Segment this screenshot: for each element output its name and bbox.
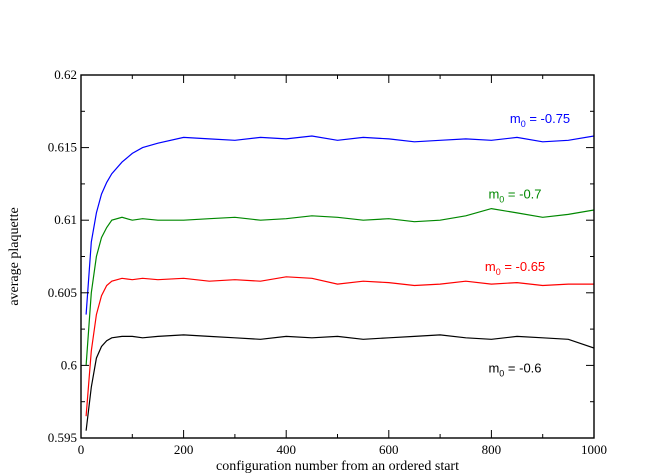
series-label-2: m0 = -0.65 bbox=[485, 259, 545, 277]
y-tick-label-4: 0.615 bbox=[48, 140, 77, 155]
series-line-0 bbox=[85, 135, 594, 315]
series-line-1 bbox=[85, 207, 594, 366]
x-tick-label-5: 1000 bbox=[581, 442, 607, 457]
x-tick-label-3: 600 bbox=[379, 442, 399, 457]
x-tick-label-4: 800 bbox=[482, 442, 502, 457]
x-tick-label-0: 0 bbox=[78, 442, 85, 457]
series-line-3 bbox=[85, 334, 594, 431]
x-axis-title: configuration number from an ordered sta… bbox=[216, 459, 459, 474]
axes-layer: 0 200 400 600 800 1000 0.595 0.6 0.605 0.61 0.615 0… bbox=[48, 67, 607, 457]
x-tick-label-2: 400 bbox=[276, 442, 296, 457]
series-label-0: m0 = -0.75 bbox=[510, 111, 570, 129]
series-label-3: m0 = -0.6 bbox=[488, 361, 541, 379]
x-tick-label-1: 200 bbox=[174, 442, 194, 457]
y-axis-title: average plaquette bbox=[7, 207, 22, 305]
y-tick-label-3: 0.61 bbox=[54, 212, 77, 227]
y-tick-label-1: 0.6 bbox=[61, 357, 78, 372]
y-tick-label-2: 0.605 bbox=[48, 285, 77, 300]
series-layer bbox=[85, 135, 594, 431]
labels-layer: m0 = -0.75 m0 = -0.7 m0 = -0.65 m0 = -0.6 bbox=[485, 111, 570, 379]
series-line-2 bbox=[85, 276, 594, 417]
plot-frame bbox=[80, 74, 595, 439]
series-label-1: m0 = -0.7 bbox=[488, 186, 541, 204]
y-tick-label-0: 0.595 bbox=[48, 430, 77, 445]
y-tick-label-5: 0.62 bbox=[54, 67, 77, 82]
